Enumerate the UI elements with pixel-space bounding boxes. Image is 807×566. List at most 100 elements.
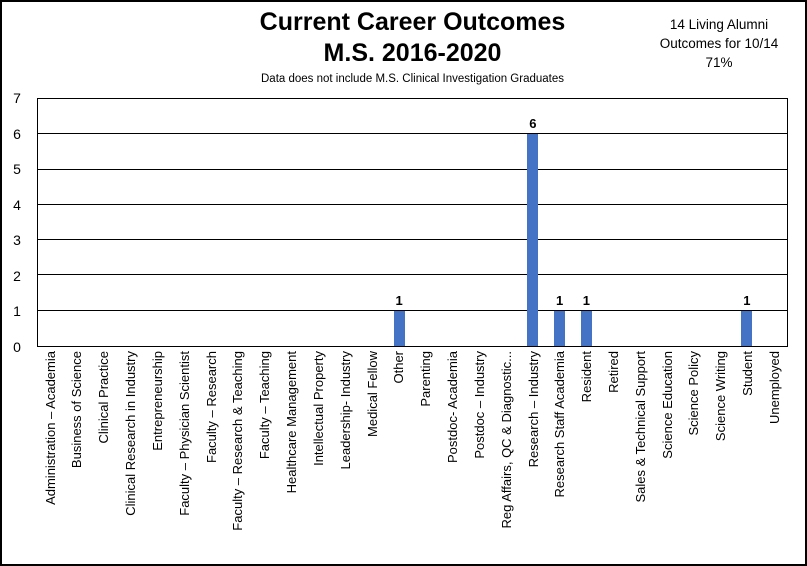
y-axis-tick-label: 7: [13, 90, 21, 106]
bar-slot: [306, 99, 333, 346]
x-category-label: Clinical Practice: [96, 351, 112, 444]
bar-slot: [413, 99, 440, 346]
bar-slot: [653, 99, 680, 346]
bar-slot: 1: [546, 99, 573, 346]
bar-slot: [600, 99, 627, 346]
x-category-label: Business of Science: [69, 351, 85, 469]
bar-slot: [145, 99, 172, 346]
bar: [393, 310, 405, 346]
x-category-slot: Faculty – Physician Scientist: [171, 351, 198, 563]
alumni-note: 14 Living Alumni Outcomes for 10/14 71%: [639, 15, 799, 72]
y-axis-tick-label: 4: [13, 196, 21, 213]
x-category-slot: Research – Industry: [520, 351, 547, 563]
x-category-label: Clinical Research in Industry: [123, 351, 139, 516]
x-category-slot: Science Education: [654, 351, 681, 563]
alumni-note-line-1: 14 Living Alumni: [669, 17, 769, 32]
x-category-slot: Healthcare Management: [278, 351, 305, 563]
x-category-slot: Other: [386, 351, 413, 563]
x-category-slot: Resident: [574, 351, 601, 563]
bar-slot: [493, 99, 520, 346]
x-category-label: Sales & Technical Support: [632, 351, 648, 503]
x-category-slot: Postdoc – Industry: [466, 351, 493, 563]
x-category-label: Other: [391, 351, 407, 384]
x-category-label: Postdoc- Academia: [445, 351, 461, 464]
bar: [741, 310, 753, 346]
x-category-label: Retired: [605, 351, 621, 393]
x-category-label: Faculty – Physician Scientist: [176, 351, 192, 516]
chart-subtitle: Data does not include M.S. Clinical Inve…: [261, 73, 564, 85]
x-category-slot: Administration – Academia: [37, 351, 64, 563]
bar-slot: [199, 99, 226, 346]
bar-slot: 1: [734, 99, 761, 346]
x-category-slot: Postdoc- Academia: [439, 351, 466, 563]
x-category-slot: Faculty – Teaching: [252, 351, 279, 563]
chart-title-line-2: M.S. 2016-2020: [323, 38, 502, 67]
bar-value-label: 6: [529, 116, 537, 132]
chart-title-line-1: Current Career Outcomes: [259, 8, 566, 36]
x-category-label: Faculty – Research & Teaching: [230, 351, 246, 531]
bar: [580, 310, 592, 346]
x-category-slot: Reg Affairs, QC & Diagnostic...: [493, 351, 520, 563]
x-category-label: Science Education: [659, 351, 675, 459]
bar-slot: [225, 99, 252, 346]
x-category-slot: Science Policy: [681, 351, 708, 563]
x-category-slot: Student: [735, 351, 762, 563]
gridline: [38, 203, 787, 205]
y-axis-tick-label: 1: [13, 303, 21, 320]
x-category-slot: Research Staff Academia: [547, 351, 574, 563]
gridline: [38, 239, 787, 241]
x-category-slot: Entrepreneurship: [144, 351, 171, 563]
x-category-label: Faculty – Research: [203, 351, 219, 463]
bar-slot: 6: [520, 99, 547, 346]
x-category-label: Unemployed: [766, 351, 782, 424]
bar: [554, 310, 566, 346]
x-category-label: Entrepreneurship: [149, 351, 165, 451]
bar-slot: [172, 99, 199, 346]
x-category-label: Medical Fellow: [364, 351, 380, 437]
bar-slot: [118, 99, 145, 346]
x-axis-category-labels: Administration – Academia Business of Sci…: [37, 351, 788, 563]
gridline: [38, 168, 787, 170]
x-category-slot: Leadership- Industry: [332, 351, 359, 563]
bar-slot: [279, 99, 306, 346]
x-category-label: Science Policy: [686, 351, 702, 436]
bar-slot: [65, 99, 92, 346]
bar-slot: [707, 99, 734, 346]
bar-slot: [439, 99, 466, 346]
gridline: [38, 274, 787, 276]
chart-title-block: Current Career Outcomes M.S. 2016-2020 D…: [37, 7, 788, 86]
gridline: [38, 133, 787, 135]
x-category-label: Leadership- Industry: [337, 351, 353, 470]
x-category-label: Postdoc – Industry: [471, 351, 487, 459]
y-axis-tick-label: 5: [13, 161, 21, 178]
x-category-label: Healthcare Management: [284, 351, 300, 494]
y-axis: 0 1 2 3 4 5 6 7: [4, 90, 30, 355]
x-category-label: Resident: [579, 351, 595, 403]
bar-slot: [627, 99, 654, 346]
x-category-slot: Intellectual Property: [305, 351, 332, 563]
y-axis-tick-label: 6: [13, 125, 21, 142]
x-category-label: Research Staff Academia: [552, 351, 568, 498]
x-category-label: Student: [740, 351, 756, 396]
x-category-slot: Clinical Practice: [91, 351, 118, 563]
bar-slot: [760, 99, 787, 346]
bar: [527, 134, 539, 346]
bar-slot: [332, 99, 359, 346]
x-category-label: Intellectual Property: [310, 351, 326, 466]
x-category-label: Reg Affairs, QC & Diagnostic...: [498, 351, 514, 529]
bar-slot: [466, 99, 493, 346]
bar-slot: [92, 99, 119, 346]
x-category-label: Parenting: [418, 351, 434, 407]
x-category-slot: Medical Fellow: [359, 351, 386, 563]
x-category-label: Faculty – Teaching: [257, 351, 273, 460]
x-category-slot: Faculty – Research & Teaching: [225, 351, 252, 563]
alumni-note-line-3: 71%: [705, 55, 733, 70]
x-category-label: Research – Industry: [525, 351, 541, 468]
bar-value-label: 1: [582, 292, 590, 308]
bar-value-label: 1: [743, 292, 751, 308]
bar-slot: [359, 99, 386, 346]
x-category-slot: Unemployed: [761, 351, 788, 563]
